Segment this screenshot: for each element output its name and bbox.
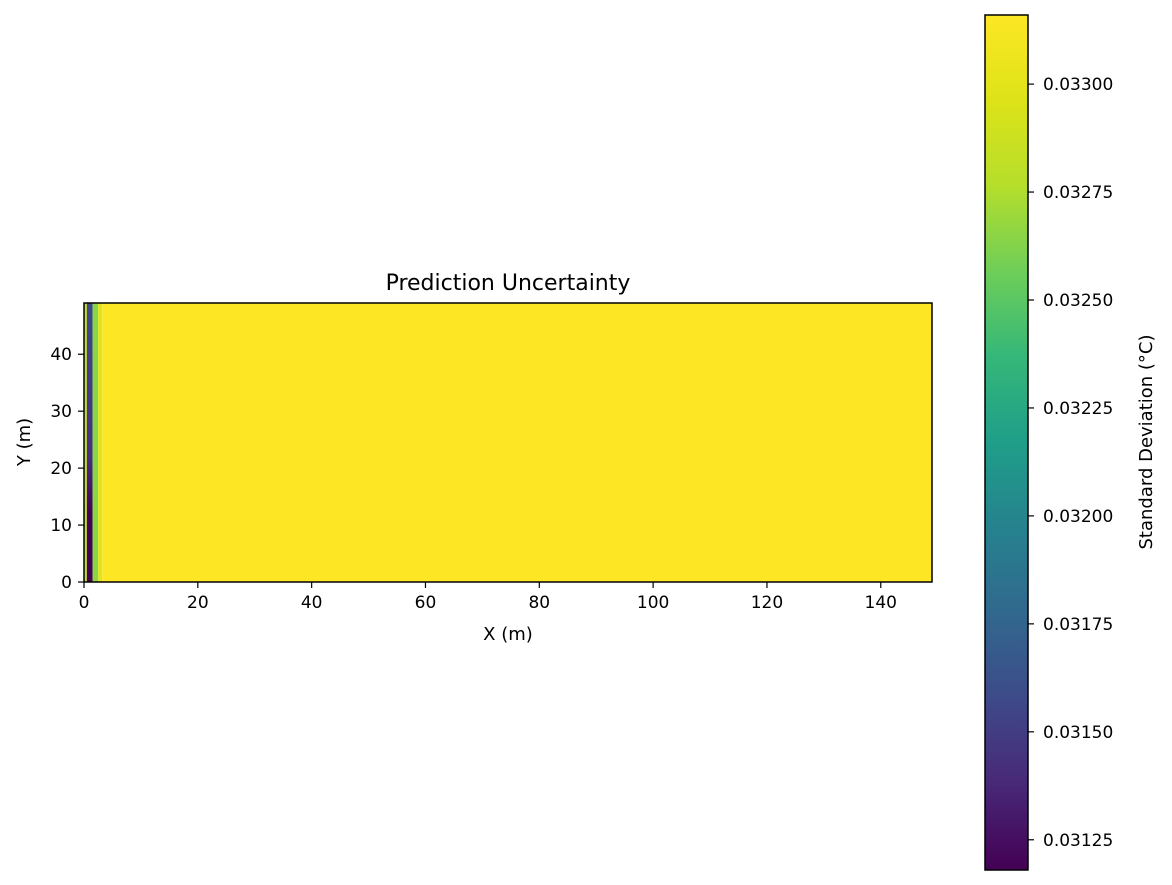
colorbar-tick-label: 0.03175	[1043, 615, 1113, 635]
x-tick-label: 140	[865, 593, 897, 613]
colorbar-tick-label: 0.03275	[1043, 183, 1113, 203]
y-axis-label: Y (m)	[14, 418, 35, 467]
y-tick-label: 0	[61, 573, 72, 593]
y-tick-label: 20	[50, 459, 72, 479]
colorbar-tick-label: 0.03250	[1043, 291, 1113, 311]
colorbar-tick-label: 0.03300	[1043, 75, 1113, 95]
y-tick-label: 30	[50, 402, 72, 422]
colorbar-tick-label: 0.03200	[1043, 507, 1113, 527]
x-tick-label: 0	[79, 593, 90, 613]
x-tick-label: 60	[415, 593, 437, 613]
colorbar	[984, 14, 1029, 871]
heatmap-cell	[102, 303, 932, 582]
heatmap-area	[84, 303, 932, 582]
colorbar-tick-label: 0.03225	[1043, 399, 1113, 419]
x-tick-label: 80	[528, 593, 550, 613]
heatmap-cell	[92, 303, 99, 582]
plot-frame	[83, 302, 933, 583]
colorbar-ticks: 0.03125 0.03150 0.03175 0.03200 0.03225 0.032…	[1028, 75, 1113, 851]
heatmap-cell	[84, 303, 87, 582]
colorbar-label: Standard Deviation (°C)	[1136, 334, 1157, 549]
chart-title: Prediction Uncertainty	[386, 271, 631, 296]
x-tick-label: 120	[751, 593, 783, 613]
colorbar-tick-label: 0.03125	[1043, 831, 1113, 851]
y-tick-label: 10	[50, 516, 72, 536]
heatmap-cell	[98, 303, 103, 582]
x-tick-label: 20	[187, 593, 209, 613]
heatmap-cell	[86, 303, 93, 582]
colorbar-tick-label: 0.03150	[1043, 723, 1113, 743]
x-axis-label: X (m)	[483, 624, 533, 645]
y-tick-label: 40	[50, 345, 72, 365]
x-tick-label: 100	[637, 593, 669, 613]
y-axis: 0 10 20 30 40	[50, 345, 84, 593]
x-tick-label: 40	[301, 593, 323, 613]
x-axis: 0 20 40 60 80 100 120 140	[79, 582, 897, 613]
